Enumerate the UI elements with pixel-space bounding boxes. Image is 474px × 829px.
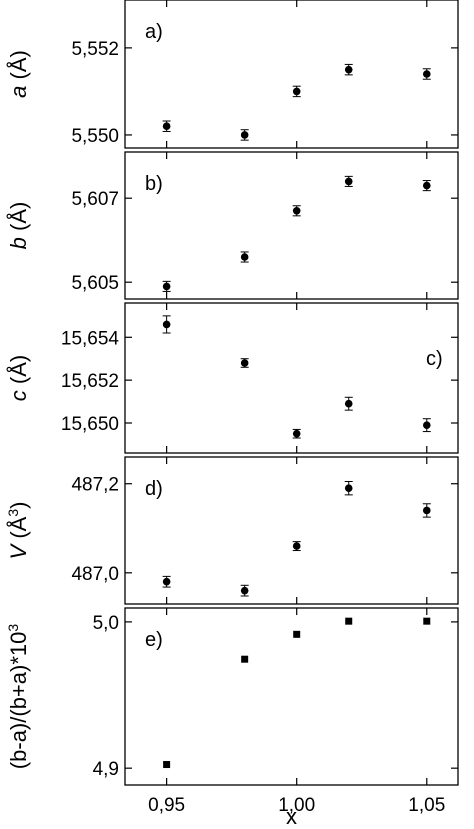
data-point: [344, 177, 353, 186]
data-point: [422, 70, 431, 78]
y-axis-label: a (Å): [6, 50, 31, 98]
data-point: [162, 320, 171, 329]
data-point: [344, 399, 353, 408]
data-point: [240, 586, 249, 595]
data-point: [162, 577, 171, 586]
y-axis-label: c (Å): [6, 355, 31, 401]
data-point: [163, 761, 171, 769]
data-point: [344, 484, 353, 492]
y-tick-label: 15,652: [61, 371, 119, 392]
panel-label: d): [145, 478, 163, 500]
panel-label: b): [145, 173, 163, 195]
data-point: [162, 282, 171, 291]
data-point: [240, 359, 249, 367]
data-point: [422, 421, 431, 429]
data-point: [162, 122, 171, 131]
panel-frame: [124, 302, 459, 454]
y-axis-label: (b-a)/(b+a)*103: [5, 624, 31, 770]
y-tick-label: 5,605: [71, 273, 119, 294]
data-point: [292, 542, 301, 550]
panel-frame: [124, 607, 459, 786]
data-point: [240, 131, 249, 139]
data-point: [292, 207, 301, 215]
x-tick-label: 1,05: [408, 795, 445, 816]
y-tick-label: 5,0: [93, 613, 119, 634]
y-tick-label: 15,654: [61, 328, 120, 349]
x-tick-label: 0,95: [148, 795, 185, 816]
data-point: [422, 181, 431, 190]
y-tick-label: 4,9: [93, 759, 119, 780]
y-tick-label: 5,607: [71, 189, 119, 210]
y-axis-label: b (Å): [6, 202, 31, 250]
y-tick-label: 5,550: [71, 126, 119, 147]
y-tick-label: 5,552: [71, 39, 119, 60]
data-point: [423, 617, 431, 625]
y-tick-label: 487,2: [71, 475, 119, 496]
panel-label: a): [145, 21, 163, 43]
data-point: [293, 630, 301, 638]
x-axis-label: x: [286, 804, 297, 829]
panel-frame: [124, 0, 459, 149]
y-tick-label: 487,0: [71, 564, 119, 585]
panel-frame: [124, 456, 459, 605]
y-axis-label: V (Å3): [5, 502, 31, 560]
data-point: [345, 617, 353, 625]
data-point: [422, 506, 431, 515]
panel-label: c): [426, 348, 443, 370]
data-point: [241, 655, 249, 663]
data-point: [240, 253, 249, 261]
x-tick-label: 1,00: [278, 795, 315, 816]
data-point: [292, 429, 301, 438]
panel-label: e): [145, 629, 163, 651]
panel-frame: [124, 151, 459, 300]
y-tick-label: 15,650: [61, 414, 119, 435]
data-point: [344, 65, 353, 74]
data-point: [292, 87, 301, 96]
